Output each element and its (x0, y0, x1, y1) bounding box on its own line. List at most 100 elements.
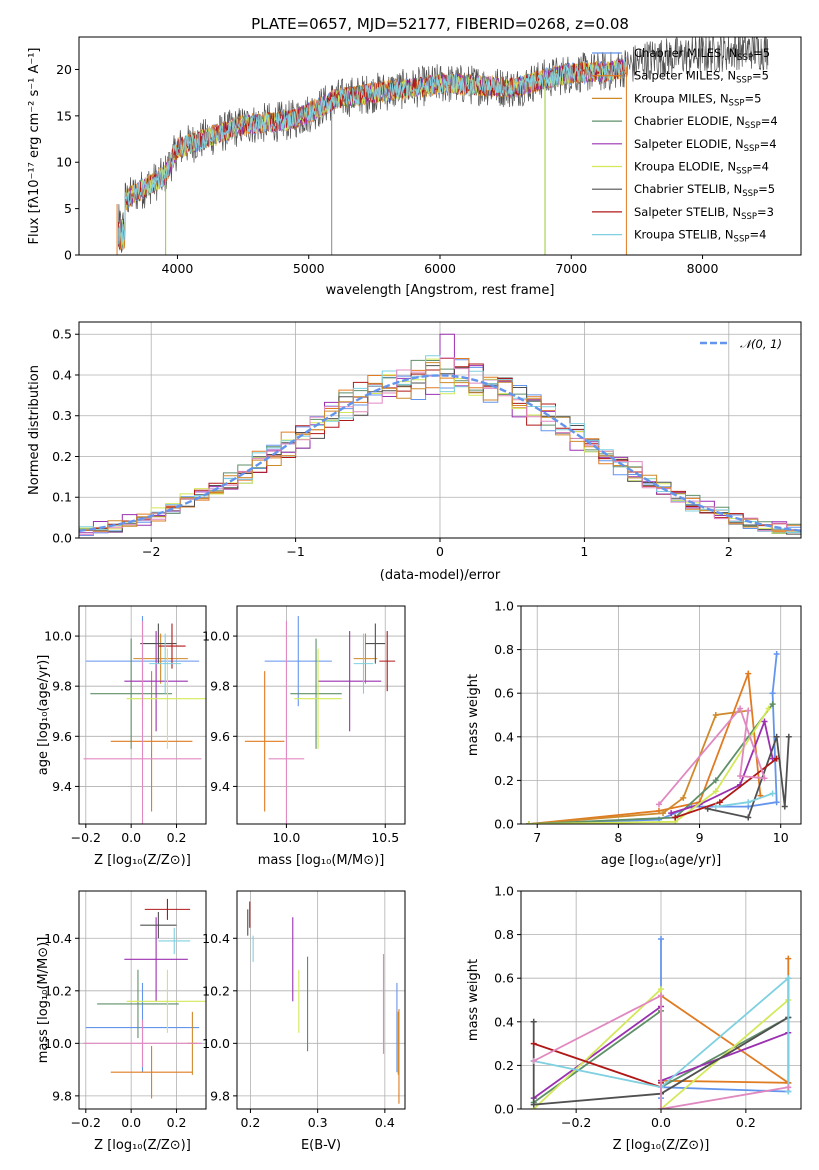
y-tick-label: 1.0 (494, 599, 514, 614)
weight-marker (769, 690, 776, 697)
chart-residuals: −2 −1 0 1 2 0.0 0.1 0.2 0.3 0.4 0.5 (data-model)/er… (27, 321, 802, 583)
x-tick-label: 8 (614, 830, 622, 845)
y-tick-label: 0.3 (52, 408, 72, 423)
legend-sub: SSP (742, 189, 758, 199)
axes-frame (78, 605, 207, 825)
weight-marker (745, 707, 752, 714)
axes-frame (236, 605, 406, 825)
y-tick-label: 10.0 (202, 1036, 230, 1051)
x-tick-label: 0.2 (736, 1115, 756, 1130)
axes-frame (520, 890, 802, 1110)
legend-sub: SSP (744, 144, 760, 154)
chart-title: PLATE=0657, MJD=52177, FIBERID=0268, z=0… (251, 15, 629, 33)
weight-marker (655, 801, 662, 808)
plot-area (79, 322, 801, 538)
x-tick-label: 1 (580, 544, 588, 559)
weight-marker (737, 705, 744, 712)
x-tick-label: −2 (142, 544, 160, 559)
y-axis-label: mass [log₁₀(M/M⊙)] (36, 937, 51, 1064)
weight-marker (773, 755, 780, 762)
y-tick-label: 0.0 (494, 817, 514, 832)
legend-label: Salpeter MILES, N (634, 69, 736, 83)
x-tick-label: 8000 (687, 261, 719, 276)
x-tick-label: 4000 (162, 261, 194, 276)
weight-marker (530, 1101, 537, 1108)
chart-mass_vs_Z: −0.2 0.0 0.2 9.8 10.0 10.2 10.4 Z [log₁₀(Z/Z⊙)]… (36, 890, 207, 1153)
weight-marker (745, 814, 752, 821)
y-tick-label: 0.0 (494, 1102, 514, 1117)
weight-marker (660, 810, 667, 817)
legend-n: =5 (753, 46, 770, 60)
y-tick-label: 0.2 (52, 449, 72, 464)
weight-marker (712, 788, 719, 795)
y-tick-label: 20 (56, 62, 72, 77)
chart-weight_vs_age: 7 8 9 10 0.0 0.2 0.4 0.6 0.8 1.0 age [log₁₀(age/yr… (466, 599, 802, 868)
y-tick-label: 9.6 (210, 729, 230, 744)
weight-line (533, 994, 789, 1109)
y-tick-label: 0.6 (494, 686, 514, 701)
legend-label: Chabrier STELIB, N (634, 182, 742, 196)
weight-marker (785, 1084, 792, 1091)
weight-marker (680, 794, 687, 801)
y-tick-label: 0.8 (494, 927, 514, 942)
y-axis-label: Normed distribution (27, 365, 42, 495)
legend-entry: Kroupa STELIB, NSSP=4 (634, 228, 766, 245)
y-tick-label: 0 (64, 248, 72, 263)
y-tick-label: 0.4 (494, 729, 514, 744)
x-tick-label: 0.0 (121, 830, 141, 845)
weight-marker (712, 712, 719, 718)
plot-area (521, 606, 801, 824)
legend-entry: Salpeter MILES, NSSP=5 (634, 69, 769, 86)
legend-entry: Salpeter ELODIE, NSSP=4 (634, 137, 777, 154)
x-tick-label: 0.2 (167, 1115, 187, 1130)
x-tick-label: 6000 (424, 261, 456, 276)
x-tick-label: 7 (533, 830, 541, 845)
y-tick-label: 9.8 (52, 679, 72, 694)
y-tick-label: 0.4 (494, 1014, 514, 1029)
legend-entry: Chabrier ELODIE, NSSP=4 (634, 114, 778, 131)
plot-area (79, 606, 206, 824)
y-tick-label: 10.0 (44, 629, 72, 644)
legend-label: Salpeter STELIB, N (634, 205, 741, 219)
axes-frame (236, 890, 406, 1110)
x-tick-label: 5000 (293, 261, 325, 276)
x-tick-label: −0.2 (561, 1115, 591, 1130)
weight-marker (773, 799, 780, 806)
plot-area (237, 606, 405, 824)
legend-entry: Kroupa ELODIE, NSSP=4 (634, 160, 769, 177)
gaussian-curve (79, 374, 801, 533)
weight-marker (716, 799, 723, 806)
y-tick-label: 10.2 (202, 983, 230, 998)
x-tick-label: 0 (436, 544, 444, 559)
x-tick-label: 0.2 (167, 830, 187, 845)
legend-n: =4 (761, 114, 778, 128)
weight-marker (785, 733, 792, 740)
y-tick-label: 10.4 (44, 931, 72, 946)
chart-mass_vs_ebv: 0.2 0.3 0.4 9.8 10.0 10.2 10.4 E(B-V) (202, 890, 406, 1153)
weight-marker (526, 821, 533, 824)
y-tick-label: 5 (64, 201, 72, 216)
weight-line (533, 976, 790, 1092)
axes-frame (78, 321, 802, 539)
y-tick-label: 0.6 (494, 971, 514, 986)
weight-marker (765, 705, 772, 712)
chart-age_vs_Z: −0.2 0.0 0.2 9.4 9.6 9.8 10.0 Z [log₁₀(Z/Z⊙)] ag… (36, 605, 207, 868)
y-tick-label: 10 (56, 155, 72, 170)
y-axis-label: mass weight (466, 674, 481, 756)
legend-n: =3 (757, 205, 774, 219)
y-tick-label: 0.8 (494, 642, 514, 657)
weight-marker (773, 733, 780, 740)
y-tick-label: 9.8 (52, 1088, 72, 1103)
x-axis-label: (data-model)/error (380, 568, 501, 583)
y-tick-label: 0.0 (52, 531, 72, 546)
x-tick-label: −1 (286, 544, 304, 559)
legend-label: Kroupa MILES, N (634, 91, 729, 105)
legend-sub: SSP (729, 98, 745, 108)
y-axis-label: age [log₁₀(age/yr)] (36, 655, 51, 776)
weight-marker (658, 992, 664, 999)
weight-marker (785, 955, 792, 962)
weight-marker (737, 773, 744, 780)
y-tick-label: 0.2 (494, 1058, 514, 1073)
weight-marker (668, 810, 675, 817)
